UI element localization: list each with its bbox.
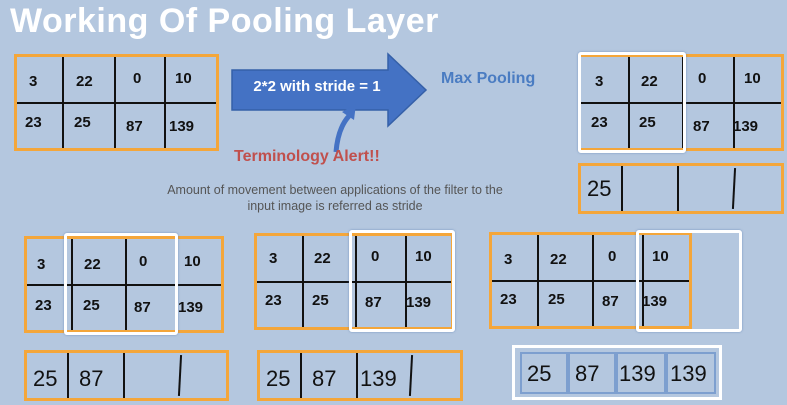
matrix-cell: 139 [733, 118, 759, 135]
output-value: 139 [619, 361, 656, 386]
matrix-cell: 10 [415, 248, 432, 265]
output-step-2: 25 87 [24, 350, 229, 401]
matrix-cell: 3 [29, 73, 38, 90]
matrix-cell: 0 [698, 70, 707, 87]
output-value: 25 [527, 361, 552, 386]
output-cell [568, 352, 616, 394]
grid-line [67, 353, 69, 398]
output-value: 87 [575, 361, 600, 386]
matrix-cell: 25 [312, 292, 329, 309]
grid-line [492, 280, 689, 282]
grid-line [408, 354, 414, 397]
matrix-cell: 23 [500, 291, 517, 308]
matrix-cell: 3 [595, 73, 604, 90]
matrix-cell: 0 [139, 253, 148, 270]
matrix-cell: 23 [591, 114, 608, 131]
input-matrix-2: 3 22 0 10 23 25 87 139 [578, 54, 784, 151]
pooling-window [349, 230, 455, 332]
output-cell [616, 352, 666, 394]
pooling-window [636, 230, 742, 332]
matrix-cell: 10 [744, 70, 761, 87]
input-matrix-3: 3 22 0 10 23 25 87 139 [24, 236, 224, 333]
matrix-cell: 139 [178, 299, 204, 316]
matrix-cell: 87 [134, 299, 151, 316]
matrix-cell: 23 [25, 114, 42, 131]
matrix-cell: 22 [84, 256, 101, 273]
page-title: Working Of Pooling Layer [10, 2, 439, 40]
matrix-cell: 10 [175, 70, 192, 87]
output-cell [520, 352, 568, 394]
matrix-cell: 22 [76, 73, 93, 90]
stride-label: 2*2 with stride = 1 [253, 78, 381, 95]
matrix-cell: 10 [652, 248, 669, 265]
output-value: 139 [670, 361, 707, 386]
grid-line [581, 102, 781, 104]
matrix-cell: 3 [504, 251, 513, 268]
matrix-cell: 87 [126, 118, 143, 135]
output-step-3: 25 87 139 [257, 350, 463, 401]
description-line-2: input image is referred as stride [247, 199, 423, 213]
output-value: 87 [312, 366, 337, 391]
output-step-1: 25 [578, 163, 784, 214]
matrix-cell: 22 [641, 73, 658, 90]
grid-line [621, 166, 623, 211]
matrix-cell: 23 [35, 297, 52, 314]
matrix-cell: 10 [184, 253, 201, 270]
matrix-cell: 0 [608, 248, 617, 265]
max-pooling-label: Max Pooling [441, 70, 536, 87]
right-arrow-icon [231, 52, 428, 128]
terminology-alert: Terminology Alert!! [234, 148, 380, 165]
description-line-1: Amount of movement between applications … [167, 183, 503, 197]
matrix-cell: 87 [693, 118, 710, 135]
input-matrix-5: 3 22 0 10 23 25 87 139 [489, 232, 692, 329]
matrix-cell: 22 [550, 251, 567, 268]
pooling-window [578, 52, 686, 153]
matrix-cell: 87 [602, 293, 619, 310]
matrix-cell: 25 [639, 114, 656, 131]
output-cell [666, 352, 716, 394]
grid-line [677, 166, 679, 211]
output-value: 25 [266, 366, 291, 391]
output-final: 25 87 139 139 [512, 345, 722, 400]
curved-up-arrow-icon [333, 104, 356, 153]
grid-line [17, 102, 216, 104]
grid-line [257, 281, 451, 283]
matrix-cell: 25 [548, 291, 565, 308]
matrix-cell: 25 [83, 297, 100, 314]
grid-line [123, 353, 125, 398]
output-value: 25 [33, 366, 58, 391]
input-matrix-1: 3 22 0 10 23 25 87 139 [14, 54, 219, 151]
output-value: 139 [360, 366, 397, 391]
matrix-cell: 139 [406, 294, 432, 311]
pooling-window [64, 233, 178, 335]
matrix-cell: 87 [365, 294, 382, 311]
matrix-cell: 0 [133, 70, 142, 87]
matrix-cell: 23 [265, 292, 282, 309]
output-value: 87 [79, 366, 104, 391]
matrix-cell: 0 [371, 248, 380, 265]
grid-line [356, 353, 358, 398]
grid-line [177, 354, 183, 397]
matrix-cell: 3 [269, 250, 278, 267]
output-value: 25 [587, 176, 612, 201]
grid-line [300, 353, 302, 398]
matrix-cell: 139 [642, 293, 668, 310]
matrix-cell: 22 [314, 250, 331, 267]
stride-description: Amount of movement between applications … [120, 182, 550, 214]
grid-line [27, 284, 221, 286]
matrix-cell: 25 [74, 114, 91, 131]
matrix-cell: 3 [37, 256, 46, 273]
matrix-cell: 139 [169, 118, 195, 135]
grid-line [731, 167, 737, 210]
